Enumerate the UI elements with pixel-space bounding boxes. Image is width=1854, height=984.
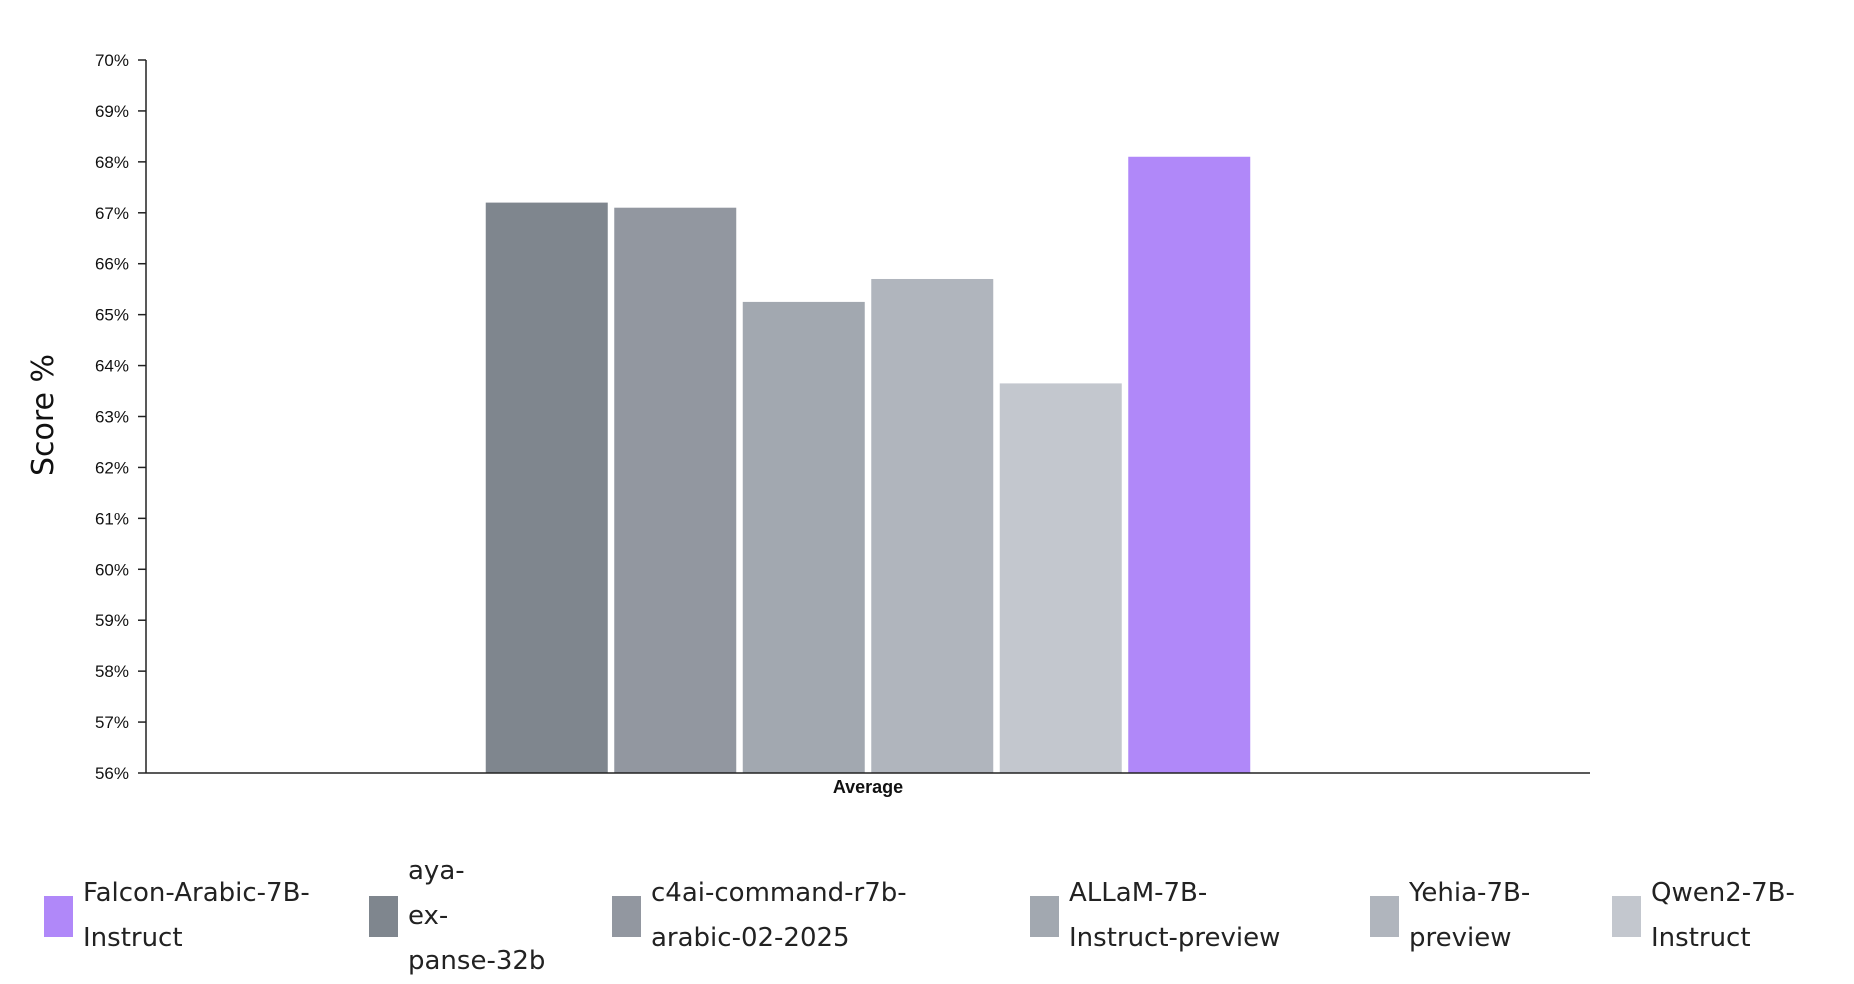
bar-2 (614, 207, 737, 773)
bar-6 (1128, 156, 1251, 773)
legend-label: Falcon-Arabic-7B- Instruct (83, 871, 310, 961)
legend-swatch (1030, 895, 1059, 937)
legend-label-line: panse-32b (408, 945, 546, 976)
bar-chart: 70% 69% 68% 67% 66% 65% 64% 63% 62% 61% 60% 59% 58% 5… (26, 51, 1590, 797)
y-tick-label: 63% (95, 408, 129, 427)
y-tick-label: 61% (95, 509, 129, 528)
x-category-label: Average (833, 777, 903, 797)
y-tick-label: 66% (95, 255, 129, 274)
legend-swatch (612, 895, 641, 937)
legend-label-line: Instruct (1651, 923, 1751, 953)
legend-swatch (1370, 895, 1399, 937)
legend-label-line: Qwen2-7B- (1651, 878, 1795, 908)
legend-label-line: c4ai-command-r7b- (651, 878, 907, 908)
bars (485, 156, 1251, 774)
legend-label-line: Instruct-preview (1069, 923, 1281, 953)
legend: Falcon-Arabic-7B- Instruct aya-ex-panse-32… (0, 850, 1854, 982)
legend-swatch (369, 895, 398, 937)
bar-5 (999, 383, 1122, 773)
y-axis-title: Score % (26, 354, 61, 476)
bar-3 (742, 301, 865, 773)
legend-label-line: Instruct (83, 923, 183, 953)
y-tick-label: 57% (95, 713, 129, 732)
bar-4 (871, 278, 994, 773)
legend-item[interactable]: Falcon-Arabic-7B- Instruct (44, 871, 310, 961)
legend-label: Yehia-7B-preview (1409, 871, 1530, 961)
legend-item[interactable]: Yehia-7B-preview (1370, 871, 1530, 961)
legend-label: c4ai-command-r7b-arabic-02-2025 (651, 871, 907, 961)
legend-item[interactable]: ALLaM-7B- Instruct-preview (1030, 871, 1280, 961)
y-tick-label: 58% (95, 662, 129, 681)
legend-item[interactable]: c4ai-command-r7b-arabic-02-2025 (612, 871, 907, 961)
legend-item[interactable]: Qwen2-7B- Instruct (1612, 871, 1795, 961)
y-tick-label: 59% (95, 611, 129, 630)
legend-label-line: ex- (408, 900, 449, 931)
legend-label: ALLaM-7B- Instruct-preview (1069, 871, 1280, 961)
y-tick-label: 67% (95, 204, 129, 223)
y-tick-label: 64% (95, 357, 129, 376)
bar-1 (485, 202, 608, 774)
legend-label: Qwen2-7B- Instruct (1651, 871, 1795, 961)
y-tick-label: 70% (95, 51, 129, 70)
y-tick-label: 68% (95, 153, 129, 172)
legend-label-line: ALLaM-7B- (1069, 878, 1208, 908)
legend-label-line: arabic-02-2025 (651, 923, 850, 953)
y-tick-label: 62% (95, 458, 129, 477)
legend-item[interactable]: aya-ex-panse-32b (369, 849, 545, 984)
y-tick-label: 65% (95, 306, 129, 325)
legend-label-line: Yehia-7B- (1409, 878, 1531, 908)
legend-label: aya-ex-panse-32b (408, 849, 545, 984)
y-tick-label: 60% (95, 560, 129, 579)
legend-label-line: preview (1409, 923, 1512, 953)
legend-swatch (1612, 895, 1641, 937)
y-axis: 70% 69% 68% 67% 66% 65% 64% 63% 62% 61% 60% 59% 58% 5… (95, 51, 147, 783)
y-tick-label: 69% (95, 102, 129, 121)
legend-swatch (44, 895, 73, 937)
y-tick-label: 56% (95, 764, 129, 783)
x-axis: Average (146, 772, 1590, 797)
legend-label-line: Falcon-Arabic-7B- (83, 878, 310, 908)
legend-label-line: aya- (408, 855, 465, 886)
